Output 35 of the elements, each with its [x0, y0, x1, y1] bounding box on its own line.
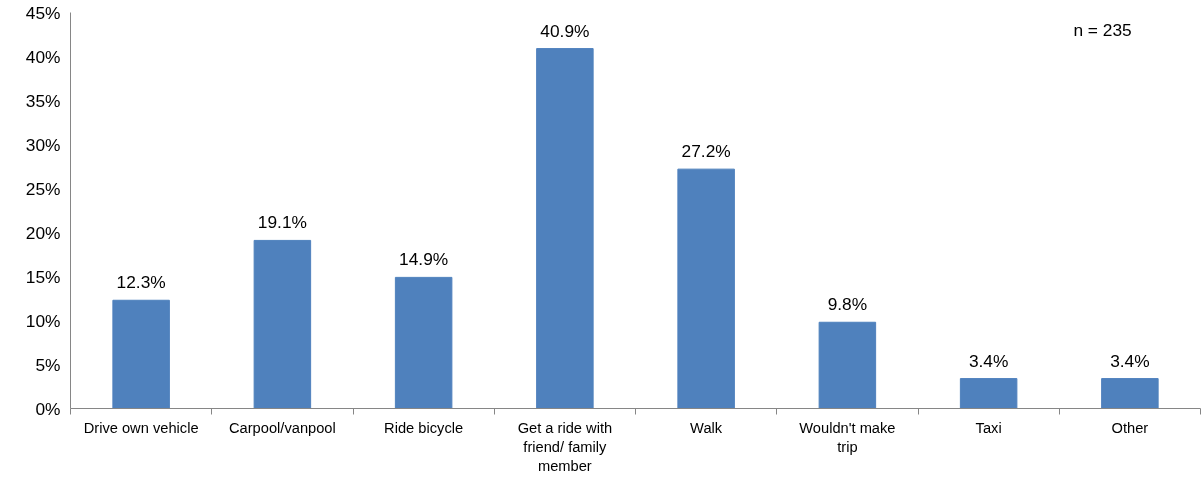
y-tick-label: 45% — [25, 2, 61, 23]
x-tick-label: Get a ride with friend/ family member — [517, 419, 613, 474]
data-label: 12.3% — [116, 272, 166, 293]
y-tick-label: 35% — [25, 90, 61, 111]
data-label: 19.1% — [257, 212, 307, 233]
data-label: 3.4% — [968, 350, 1009, 371]
x-tick-label: Drive own vehicle — [83, 419, 199, 436]
bar — [1101, 378, 1159, 409]
x-tick-label: Ride bicycle — [384, 419, 464, 436]
bar — [536, 48, 594, 409]
data-label: 3.4% — [1110, 350, 1150, 371]
x-tick-label: Carpool/vanpool — [229, 419, 336, 436]
y-tick-label: 40% — [25, 46, 61, 67]
data-label: 9.8% — [827, 294, 868, 315]
y-tick-label: 10% — [25, 310, 61, 331]
data-label: 40.9% — [540, 20, 590, 41]
y-tick-label: 5% — [35, 354, 61, 375]
y-tick-label: 0% — [35, 398, 61, 419]
bar — [112, 299, 170, 409]
annotation: n = 235 — [1073, 20, 1132, 41]
data-label: 27.2% — [681, 141, 731, 162]
y-tick-label: 15% — [25, 266, 61, 287]
y-tick-label: 30% — [25, 134, 61, 155]
x-tick-label: Taxi — [975, 419, 1002, 436]
x-tick-label: Other — [1111, 419, 1149, 436]
y-tick-label: 25% — [25, 178, 61, 199]
bar — [959, 378, 1018, 409]
bar — [394, 276, 453, 409]
y-tick-label: 20% — [25, 222, 61, 243]
data-label: 14.9% — [399, 249, 449, 270]
bar — [677, 168, 735, 409]
bar — [253, 239, 312, 409]
x-tick-label: Wouldn't make trip — [799, 419, 896, 455]
bar — [818, 321, 877, 409]
x-tick-label: Walk — [690, 419, 723, 436]
